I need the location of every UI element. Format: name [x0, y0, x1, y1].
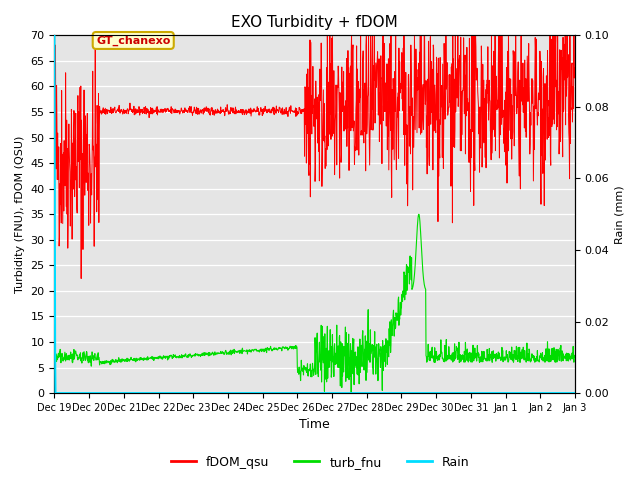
X-axis label: Time: Time	[300, 419, 330, 432]
Title: EXO Turbidity + fDOM: EXO Turbidity + fDOM	[231, 15, 398, 30]
Legend: fDOM_qsu, turb_fnu, Rain: fDOM_qsu, turb_fnu, Rain	[166, 451, 474, 474]
Y-axis label: Rain (mm): Rain (mm)	[615, 185, 625, 243]
Y-axis label: Turbidity (FNU), fDOM (QSU): Turbidity (FNU), fDOM (QSU)	[15, 135, 25, 293]
Text: GT_chanexo: GT_chanexo	[96, 36, 170, 46]
